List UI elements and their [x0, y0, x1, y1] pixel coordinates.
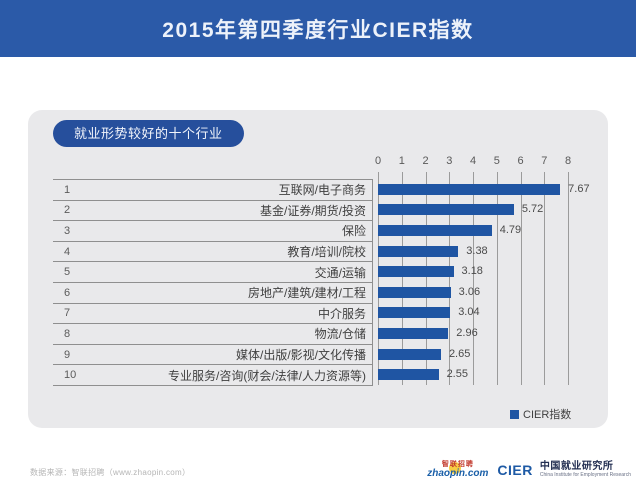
x-axis-tick-label: 6 — [517, 155, 524, 167]
bar-value-label: 3.18 — [461, 265, 483, 278]
category-table: 1 互联网/电子商务 2 基金/证券/期货/投资 3 保险 4 教育/培训/院校 5 交通/运输 6… — [53, 179, 373, 386]
gridline — [568, 172, 569, 385]
row-rank: 8 — [64, 327, 71, 340]
bar — [378, 348, 441, 360]
page-title: 2015年第四季度行业CIER指数 — [162, 18, 474, 42]
row-rank: 10 — [64, 369, 77, 382]
bar — [378, 225, 492, 236]
bar-value-label: 2.65 — [448, 347, 471, 360]
data-source-note: 数据来源：智联招聘（www.zhaopin.com） — [30, 468, 191, 477]
row-rank: 9 — [64, 348, 71, 361]
row-rank: 5 — [64, 266, 71, 279]
row-rank: 3 — [64, 224, 71, 237]
zhaopin-sun-icon — [449, 462, 462, 474]
table-row: 3 保险 — [53, 220, 372, 241]
row-category-label: 基金/证券/期货/投资 — [259, 203, 366, 218]
bar — [378, 245, 459, 257]
zhaopin-logo-en: zhaopin.com — [427, 468, 489, 479]
table-row: 8 物流/仓储 — [53, 323, 372, 344]
bar — [378, 204, 514, 216]
x-axis-tick-label: 0 — [374, 155, 382, 167]
gridline — [520, 172, 522, 385]
x-axis-tick-label: 4 — [469, 155, 477, 167]
gridline — [378, 172, 379, 385]
gridline — [544, 172, 546, 385]
table-row: 7 中介服务 — [53, 302, 372, 324]
legend: CIER指数 — [510, 406, 571, 422]
bar — [378, 369, 439, 381]
bar-value-label: 2.55 — [446, 368, 468, 381]
gridline — [473, 172, 474, 385]
title-banner: 2015年第四季度行业CIER指数 — [0, 0, 636, 57]
chart-subtitle-badge: 就业形势较好的十个行业 — [53, 120, 244, 147]
x-axis-tick-label: 5 — [493, 155, 500, 167]
table-row: 5 交通/运输 — [53, 261, 372, 282]
legend-swatch-icon — [510, 409, 519, 419]
table-row: 2 基金/证券/期货/投资 — [53, 199, 372, 221]
table-row: 9 媒体/出版/影视/文化传播 — [53, 343, 372, 365]
x-axis-tick-label: 3 — [446, 155, 453, 167]
row-category-label: 专业服务/咨询(财会/法律/人力资源等) — [168, 368, 366, 383]
x-axis-tick-label: 2 — [422, 155, 429, 167]
institute-name-en: China Institute for Employment Research — [539, 472, 631, 478]
x-axis-tick-label: 7 — [541, 155, 548, 167]
table-row: 10 专业服务/咨询(财会/法律/人力资源等) — [53, 364, 372, 385]
bar-value-label: 3.04 — [458, 306, 480, 319]
row-rank: 2 — [64, 204, 71, 217]
bar — [378, 286, 451, 298]
bar-value-label: 5.72 — [521, 203, 544, 216]
table-row: 6 房地产/建筑/建材/工程 — [53, 281, 372, 303]
row-category-label: 教育/培训/院校 — [287, 245, 366, 260]
footer-logos: 智联招聘 zhaopin.com CIER 中国就业研究所 China Inst… — [425, 457, 631, 483]
institute-logo: 中国就业研究所 China Institute for Employment R… — [540, 462, 631, 478]
bar-value-label: 3.38 — [466, 244, 488, 257]
chart-card: 就业形势较好的十个行业 1 互联网/电子商务 2 基金/证券/期货/投资 3 保险 4 教育/… — [28, 110, 608, 428]
table-row: 4 教育/培训/院校 — [53, 240, 372, 262]
row-rank: 6 — [64, 286, 71, 299]
row-category-label: 中介服务 — [317, 306, 366, 321]
row-category-label: 保险 — [341, 224, 366, 239]
gridline — [496, 172, 498, 385]
row-category-label: 媒体/出版/影视/文化传播 — [235, 348, 366, 363]
row-rank: 1 — [64, 183, 71, 196]
zhaopin-logo: 智联招聘 zhaopin.com — [425, 461, 490, 479]
x-axis-tick-label: 1 — [398, 155, 405, 167]
x-axis-tick-label: 8 — [564, 155, 572, 167]
cier-logo: CIER — [497, 462, 533, 478]
row-category-label: 交通/运输 — [314, 265, 366, 280]
bar-value-label: 7.67 — [568, 182, 590, 195]
gridline — [401, 172, 403, 385]
bar — [378, 307, 451, 319]
row-category-label: 物流/仓储 — [314, 327, 366, 342]
bar-value-label: 3.06 — [458, 285, 481, 298]
row-rank: 4 — [64, 245, 71, 258]
legend-label: CIER指数 — [523, 409, 572, 421]
table-row: 1 互联网/电子商务 — [53, 179, 372, 200]
bar — [378, 266, 454, 278]
row-category-label: 互联网/电子商务 — [278, 183, 366, 198]
row-rank: 7 — [64, 307, 71, 320]
row-category-label: 房地产/建筑/建材/工程 — [247, 286, 366, 301]
zhaopin-logo-cn: 智联招聘 — [441, 461, 474, 468]
bar — [378, 328, 449, 339]
gridline — [449, 172, 451, 385]
gridline — [425, 172, 427, 385]
bar — [378, 183, 561, 195]
institute-name-cn: 中国就业研究所 — [539, 461, 614, 472]
bar-value-label: 4.79 — [499, 224, 522, 236]
bar-value-label: 2.96 — [456, 327, 478, 339]
